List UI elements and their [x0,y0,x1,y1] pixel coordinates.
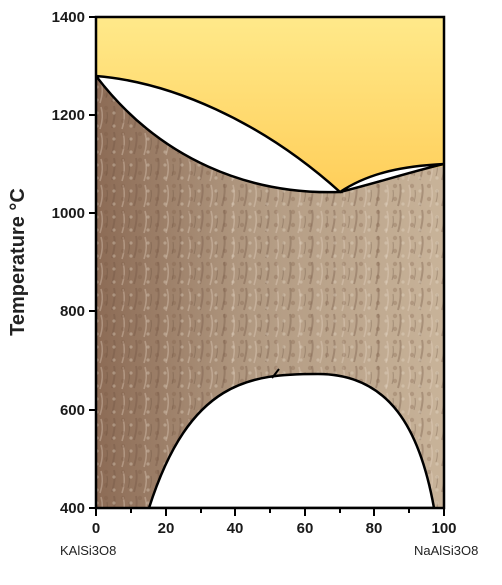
x-tick-labels: 0 20 40 60 80 100 [92,520,457,537]
solvus-dome [147,372,436,508]
right-endmember-label: NaAlSi3O8 [414,543,478,558]
left-endmember-label: KAlSi3O8 [60,543,116,558]
y-tick-label: 600 [60,402,85,419]
y-axis [89,16,96,509]
liquidus-solidus-loop-right [339,162,444,194]
y-axis-title: Temperature °C [7,188,29,336]
x-tick-label: 80 [366,520,383,537]
y-tick-labels: 1400 1200 1000 800 600 400 [52,9,85,517]
x-tick-label: 20 [158,520,175,537]
y-tick-label: 1000 [52,205,85,222]
x-axis [95,508,445,516]
x-tick-label: 60 [297,520,314,537]
y-tick-label: 1400 [52,9,85,26]
y-tick-label: 1200 [52,107,85,124]
solvus-tick [271,368,280,379]
x-tick-label: 0 [92,520,100,537]
y-tick-label: 400 [60,500,85,517]
y-tick-label: 800 [60,303,85,320]
x-tick-label: 100 [431,520,456,537]
x-tick-label: 40 [227,520,244,537]
